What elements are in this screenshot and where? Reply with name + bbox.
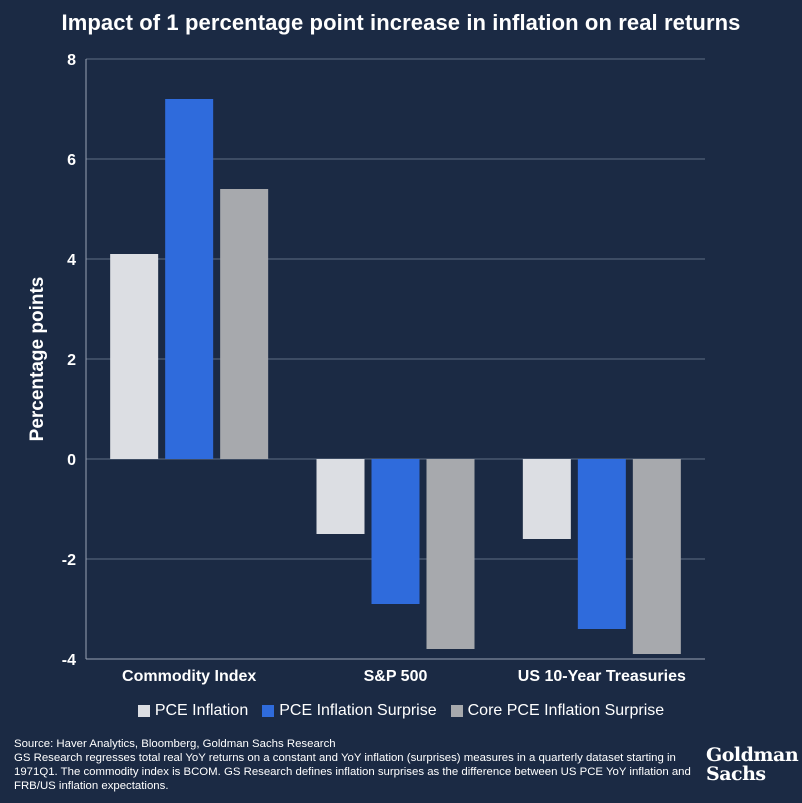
bar-commodity-index-core-pce-inflation-surprise — [220, 189, 269, 459]
y-tick-label-4: 4 — [67, 252, 76, 269]
bar-chart: 8 6 4 2 0 -2 -4 Percentage points Commodity Inde… — [27, 52, 705, 685]
chart-title: Impact of 1 percentage point increase in… — [61, 10, 741, 35]
bar-us-10-year-treasuries-core-pce-inflation-surprise — [632, 459, 681, 654]
y-tick-label-2: 2 — [67, 352, 76, 369]
logo-line-2: Sachs — [706, 763, 766, 785]
goldman-sachs-logo: Goldman Sachs — [706, 744, 799, 785]
y-tick-label-0: 0 — [67, 452, 76, 469]
bar-commodity-index-pce-inflation — [110, 254, 159, 459]
x-tick-label-sandp-500: S&P 500 — [364, 668, 428, 685]
y-tick-label-8: 8 — [67, 52, 76, 69]
bar-commodity-index-pce-inflation-surprise — [165, 99, 214, 459]
logo-line-1: Goldman — [706, 744, 799, 766]
bar-us-10-year-treasuries-pce-inflation-surprise — [577, 459, 626, 629]
legend-swatch-core-pce-inflation-surprise — [450, 705, 463, 717]
bar-sandp-500-pce-inflation — [316, 459, 365, 534]
legend-swatch-pce-inflation-surprise — [262, 705, 275, 717]
y-axis-title: Percentage points — [27, 277, 48, 442]
legend-swatch-pce-inflation — [137, 705, 150, 717]
y-tick-label-6: 6 — [67, 152, 76, 169]
x-tick-label-commodity-index: Commodity Index — [122, 668, 256, 685]
source-notes: Source: Haver Analytics, Bloomberg, Gold… — [14, 737, 704, 793]
source-line: Source: Haver Analytics, Bloomberg, Gold… — [14, 738, 336, 750]
legend-label-pce-inflation-surprise: PCE Inflation Surprise — [279, 702, 437, 719]
legend-label-core-pce-inflation-surprise: Core PCE Inflation Surprise — [467, 702, 665, 719]
legend-label-pce-inflation: PCE Inflation — [154, 702, 249, 719]
methodology-note: GS Research regresses total real YoY ret… — [14, 752, 691, 792]
legend: PCE Inflation PCE Inflation Surprise Cor… — [0, 702, 802, 720]
legend-item-core-pce-inflation-surprise: Core PCE Inflation Surprise — [450, 702, 665, 720]
bar-sandp-500-core-pce-inflation-surprise — [426, 459, 475, 649]
y-tick-label-2: -2 — [62, 552, 76, 569]
bar-sandp-500-pce-inflation-surprise — [371, 459, 420, 604]
y-tick-label-4: -4 — [62, 652, 76, 669]
bar-us-10-year-treasuries-pce-inflation — [522, 459, 571, 539]
legend-item-pce-inflation: PCE Inflation — [137, 702, 249, 720]
legend-item-pce-inflation-surprise: PCE Inflation Surprise — [262, 702, 437, 720]
x-tick-label-us-10-year-treasuries: US 10-Year Treasuries — [518, 668, 686, 685]
